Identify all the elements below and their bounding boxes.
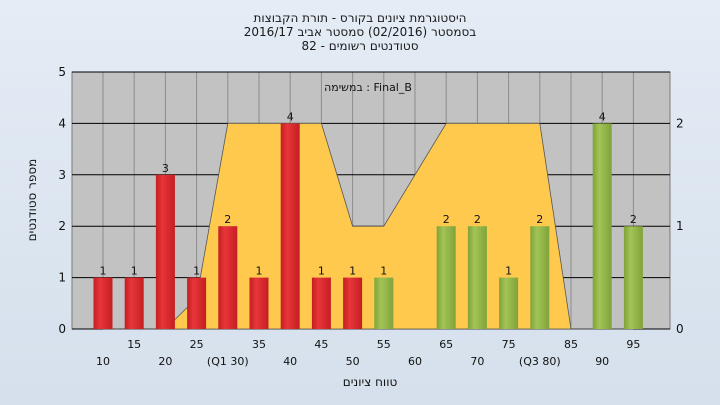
y-tick-label: 3 [58, 168, 66, 182]
x-tick-label: 25 [190, 338, 204, 351]
bar-75 [499, 277, 519, 329]
bar-10 [93, 277, 113, 329]
x-tick-label: 70 [470, 355, 484, 368]
title-line-2: בסמסטר (02/2016) סמסטר אביב 2016/17 [244, 25, 476, 39]
data-label: 2 [443, 213, 450, 226]
data-label: 4 [599, 110, 606, 123]
data-label: 1 [193, 265, 200, 278]
x-tick-label: 20 [158, 355, 172, 368]
data-labels: 1 1 3 1 2 1 4 1 1 1 2 2 1 2 4 2 [100, 110, 637, 277]
bar-50 [343, 277, 363, 329]
x-tick-label: 85 [564, 338, 578, 351]
bar-35 [249, 277, 269, 329]
data-label: 2 [474, 213, 481, 226]
bar-25 [187, 277, 207, 329]
y-tick-label: 5 [58, 65, 66, 79]
bar-55 [374, 277, 394, 329]
x-tick-label: 65 [439, 338, 453, 351]
y-axis-title: מספר סטודנטים [25, 159, 39, 242]
x-tick-label: (Q1 30) [207, 355, 249, 368]
chart-title: היסטוגרמת ציונים בקורס - תורת הקבוצות בס… [244, 11, 476, 53]
y-tick-label: 2 [58, 219, 66, 233]
bar-70 [467, 226, 487, 329]
data-label: 1 [318, 265, 325, 278]
data-label: 4 [287, 110, 294, 123]
y2-tick-label: 1 [676, 219, 684, 233]
x-tick-label: 45 [314, 338, 328, 351]
title-line-1: היסטוגרמת ציונים בקורס - תורת הקבוצות [254, 11, 467, 25]
y-tick-label: 0 [58, 322, 66, 336]
bar-20 [155, 174, 175, 329]
y2-tick-label: 2 [676, 116, 684, 130]
data-label: 2 [630, 213, 637, 226]
data-label: 1 [349, 265, 356, 278]
bar-15 [124, 277, 144, 329]
bar-65 [436, 226, 456, 329]
bar-45 [311, 277, 331, 329]
x-axis-ticks: 10 15 20 25(Q1 30)35 40 45 50 55 60 65 70 75(Q3 80)… [96, 338, 640, 368]
x-tick-label: 35 [252, 338, 266, 351]
bar-95 [623, 226, 643, 329]
bar-40 [280, 123, 300, 330]
x-tick-label: 10 [96, 355, 110, 368]
bar-(Q1 30) [218, 226, 238, 329]
x-tick-label: 55 [377, 338, 391, 351]
x-tick-label: (Q3 80) [519, 355, 561, 368]
x-tick-label: 40 [283, 355, 297, 368]
bar-90 [592, 123, 612, 330]
data-label: 1 [256, 265, 263, 278]
task-label: במשימה : Final_B [324, 81, 412, 94]
bars [93, 123, 643, 330]
x-tick-label: 95 [626, 338, 640, 351]
data-label: 2 [536, 213, 543, 226]
data-label: 1 [505, 265, 512, 278]
x-tick-label: 50 [346, 355, 360, 368]
x-axis-title: טווח ציונים [343, 375, 398, 389]
data-label: 1 [100, 265, 107, 278]
x-tick-label: 60 [408, 355, 422, 368]
data-label: 1 [131, 265, 138, 278]
y-tick-label: 4 [58, 116, 66, 130]
y-axis-ticks: 0 1 2 3 4 5 [58, 65, 66, 336]
x-tick-label: 15 [127, 338, 141, 351]
y-tick-label: 1 [58, 271, 66, 285]
y2-tick-label: 0 [676, 322, 684, 336]
x-tick-label: 90 [595, 355, 609, 368]
x-tick-label: 75 [502, 338, 516, 351]
data-label: 1 [380, 265, 387, 278]
data-label: 2 [224, 213, 231, 226]
y2-axis-ticks: 0 1 2 [676, 116, 684, 336]
title-line-3: סטודנטים רשומים - 82 [301, 39, 418, 53]
bar-(Q3 80) [530, 226, 550, 329]
data-label: 3 [162, 162, 169, 175]
